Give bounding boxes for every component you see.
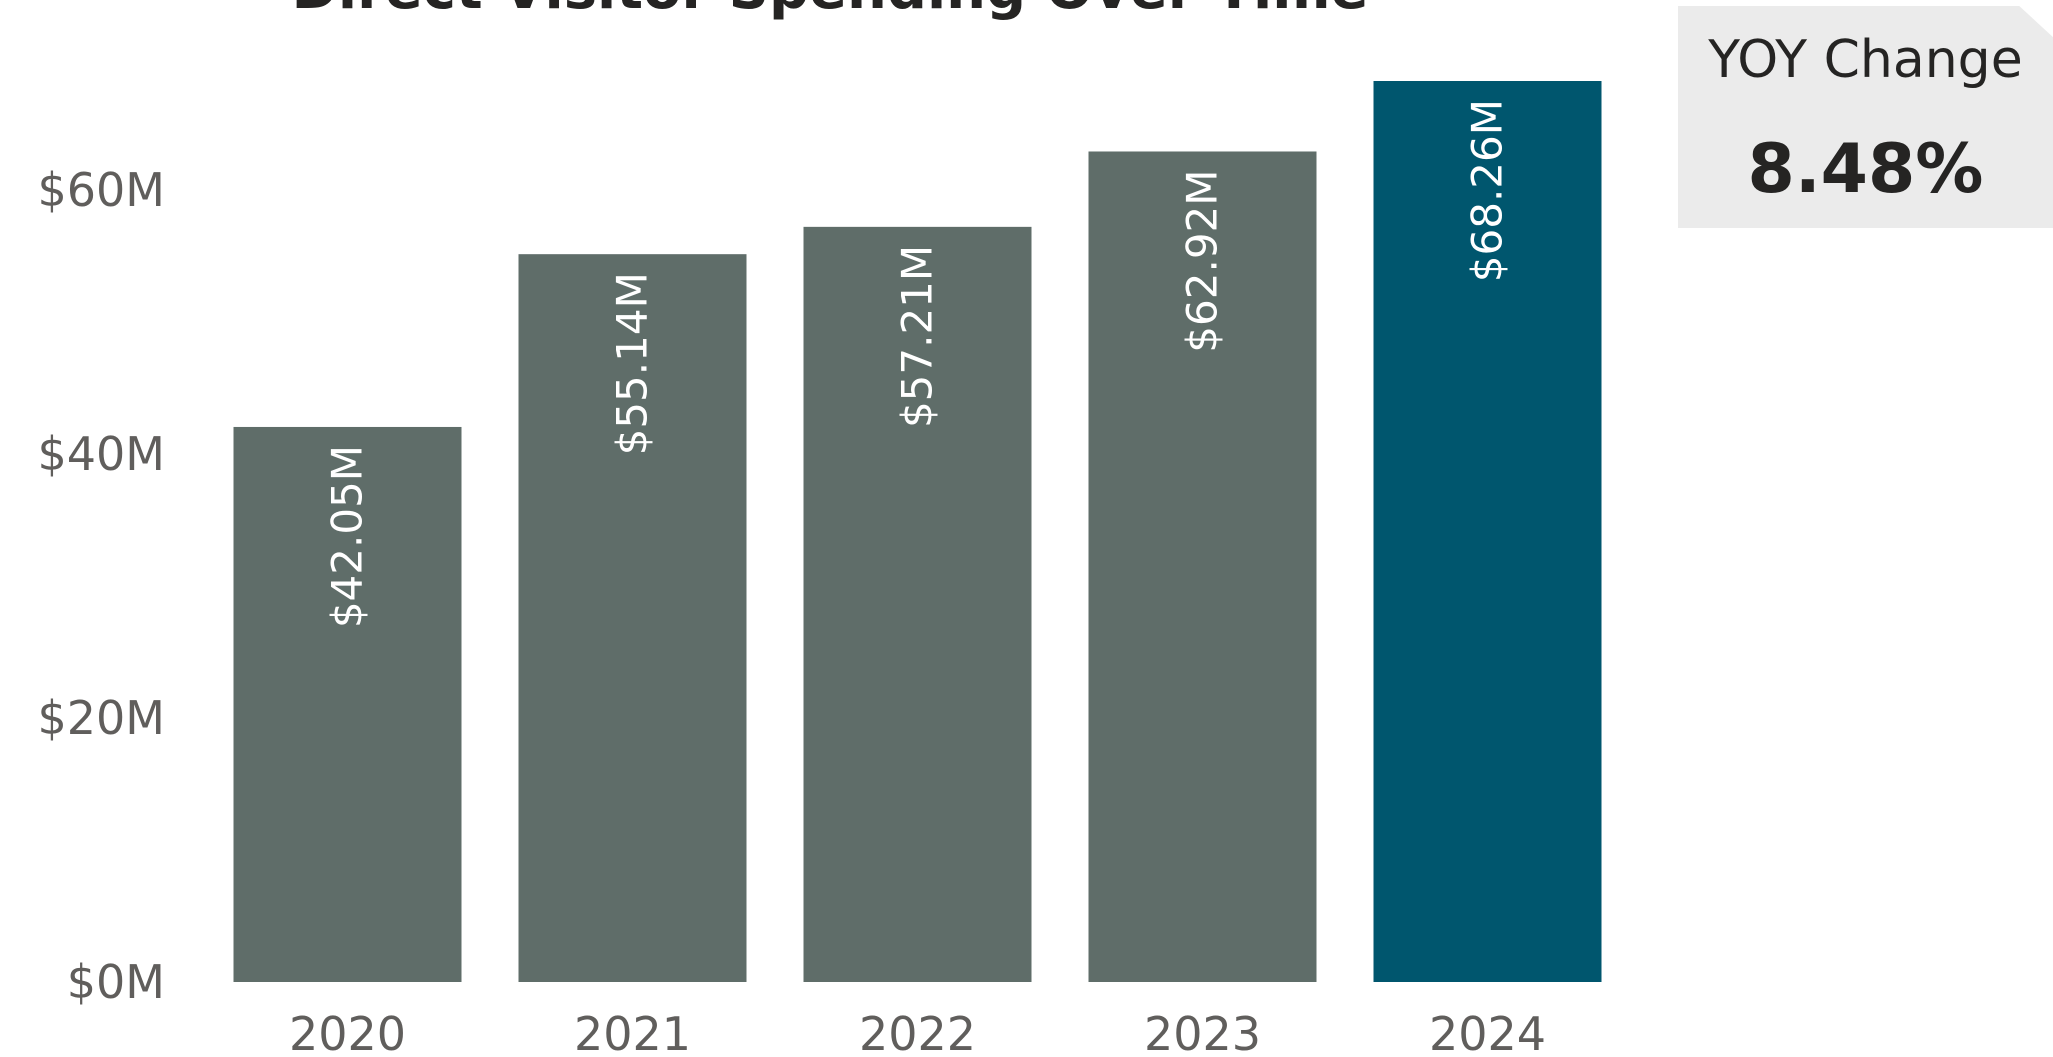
bars-group	[233, 81, 1602, 983]
y-tick-label: $40M	[38, 427, 166, 481]
y-tick-label: $20M	[38, 691, 166, 745]
bar-2020[interactable]	[233, 426, 462, 982]
data-label-2022: $57.21M	[893, 245, 942, 428]
kpi-value: 8.48%	[1747, 130, 1984, 209]
kpi-label: YOY Change	[1708, 30, 2023, 90]
y-tick-label: $60M	[38, 163, 166, 217]
data-label-2023: $62.92M	[1178, 169, 1227, 352]
yoy-change-card: YOY Change 8.48%	[1678, 6, 2053, 228]
bar-2021[interactable]	[518, 254, 747, 982]
data-label-2020: $42.05M	[323, 445, 372, 628]
y-tick-label: $0M	[67, 955, 165, 1009]
x-tick-label: 2023	[1144, 1007, 1261, 1057]
x-axis: 2020 2021 2022 2023 2024	[289, 1007, 1546, 1057]
bar-2023[interactable]	[1088, 151, 1317, 983]
y-axis: $0M $20M $40M $60M	[38, 163, 166, 1009]
chart-title: Direct Visitor Spending Over Time	[291, 0, 1368, 22]
x-tick-label: 2024	[1429, 1007, 1546, 1057]
data-label-2021: $55.14M	[608, 272, 657, 455]
x-tick-label: 2020	[289, 1007, 406, 1057]
x-tick-label: 2021	[574, 1007, 691, 1057]
bar-2022[interactable]	[803, 226, 1032, 983]
x-tick-label: 2022	[859, 1007, 976, 1057]
bar-2024[interactable]	[1373, 81, 1602, 982]
data-labels-group: $42.05M $55.14M $57.21M $62.92M $68.26M	[323, 99, 1512, 628]
data-label-2024: $68.26M	[1463, 99, 1512, 282]
